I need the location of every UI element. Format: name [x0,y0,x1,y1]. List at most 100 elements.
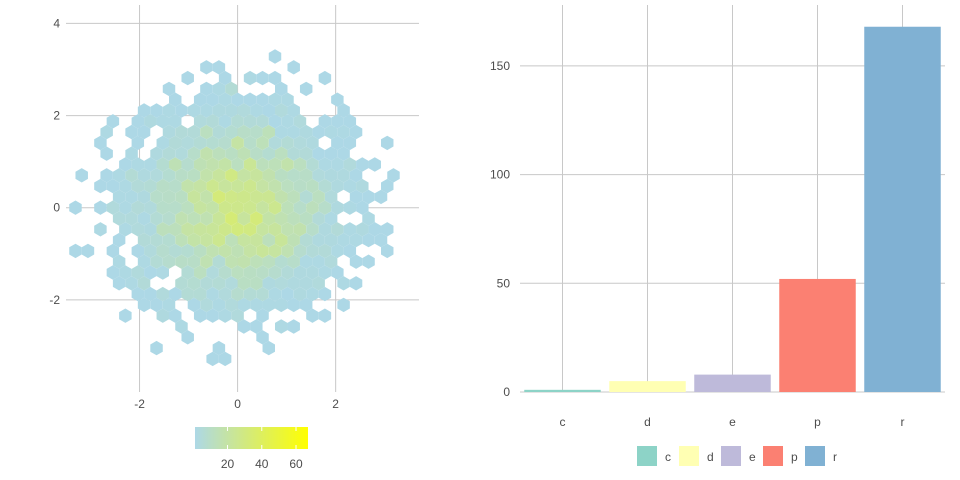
bar-x-tick-label: e [729,415,736,429]
hexbin-cell [187,189,201,205]
hexbin-cell [187,124,201,140]
hexbin-cell [362,189,375,205]
hexbin-cell [299,232,313,248]
hexbin-cell [331,114,344,129]
hexbin-cell [100,146,113,161]
hexbin-cell [356,222,369,237]
hexbin-cell [243,200,257,215]
hexbin-cell [349,189,363,205]
hexbin-cell [156,286,170,302]
hexbin-cell [256,70,269,86]
hexbin-cell [262,146,276,161]
hexbin-cell [306,135,319,151]
hexbin-cell [343,222,357,237]
hexbin-cell [287,254,300,269]
hexbin-cell [150,189,163,205]
hexbin-cell [225,189,238,205]
hexbin-cell [324,146,338,161]
hexbin-cell [181,222,194,237]
hexbin-cell [200,297,213,313]
hexbin-cell [250,146,263,161]
hexbin-cell [306,308,319,323]
hexbin-cell [324,124,338,140]
hexbin-cell [362,232,375,248]
hexbin-cell [268,157,282,172]
hexbin-cell [250,297,263,313]
hex-x-tick-label: 2 [332,397,339,411]
hexbin-cell [299,211,313,226]
hexbin-cell [187,276,201,291]
hexbin-cell [293,178,307,194]
hexbin-cell [331,92,344,107]
legend-key-e [721,446,741,466]
hexbin-cell [144,243,157,259]
hexbin-cell [281,135,294,151]
hexbin-cell [343,135,357,151]
hexbin-cell [275,211,288,226]
legend-label: p [791,450,798,464]
hexbin-cell [268,70,282,86]
hexbin-cell [293,135,307,151]
hexbin-cell [243,286,257,302]
hexbin-cell [262,211,276,226]
hexbin-cell [181,243,194,259]
hexbin-cell [237,189,251,205]
hexbin-cell [125,211,138,226]
hexbin-cell [287,297,300,313]
hexbin-cell [356,178,369,194]
hexbin-cell [318,222,332,237]
hexbin-cell [206,351,219,367]
hexbin-cell [94,200,107,215]
bar-r [864,26,941,392]
hexbin-cell [318,243,332,259]
hexbin-cell [262,189,276,205]
legend-label: e [749,450,756,464]
hexbin-cell [381,222,394,237]
hexbin-cell [200,232,213,248]
hexbin-cell [281,157,294,172]
hexbin-cell [275,168,288,183]
hexbin-cell [293,222,307,237]
bar-p [779,278,856,392]
hexbin-cell [112,168,126,183]
hexbin-cell [318,200,332,215]
hexbin-cell [299,81,313,97]
hexbin-cell [237,319,251,334]
hexbin-cell [262,254,276,269]
hexbin-cell [281,178,294,194]
hexbin-cell [387,168,400,183]
hexbin-cell [275,189,288,205]
hexbin-cell [331,157,344,172]
hexbin-cell [237,146,251,161]
hexbin-cell [324,232,338,248]
hexbin-cell [356,157,369,172]
hexbin-cell [250,124,263,140]
hexbin-cell [144,157,157,172]
hexbin-cell [337,103,350,118]
hexbin-cell [306,243,319,259]
hexbin-cell [243,70,257,86]
hexbin-cell [144,200,157,215]
hexbin-cell [181,330,194,345]
bar-x-tick-label: d [644,415,651,429]
hexbin-cell [131,178,145,194]
hexbin-cell [237,297,251,313]
hexbin-cell [125,168,138,183]
hexbin-cell [337,124,350,140]
hexbin-cell [275,81,288,97]
hexbin-cell [250,232,263,248]
hexbin-cell [131,135,145,151]
hex-y-tick-label: 4 [53,16,60,30]
hexbin-cell [299,276,313,291]
legend-key-d [679,446,699,466]
hexbin-cell [200,211,213,226]
legend-label: r [833,450,837,464]
hexbin-cell [200,189,213,205]
hexbin-cell [137,103,151,118]
hexbin-cell [262,297,276,313]
hexbin-cell [212,211,226,226]
hexbin-cell [212,340,226,356]
hexbin-cell [225,211,238,226]
hexbin-cell [206,308,219,323]
hexbin-cell [169,222,182,237]
